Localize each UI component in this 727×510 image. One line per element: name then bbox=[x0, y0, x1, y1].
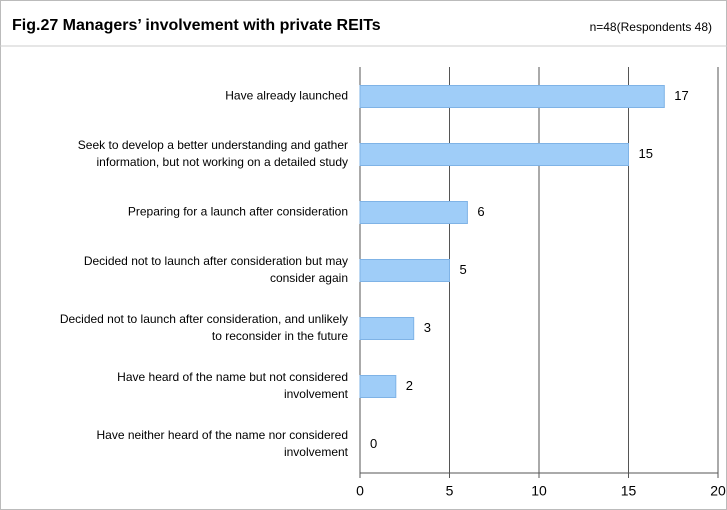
data-label: 2 bbox=[406, 378, 413, 393]
data-label: 0 bbox=[370, 436, 377, 451]
data-label: 17 bbox=[674, 88, 688, 103]
y-tick-label: Preparing for a launch after considerati… bbox=[128, 205, 348, 219]
x-tick-label: 0 bbox=[356, 483, 364, 499]
x-tick-label: 5 bbox=[446, 483, 454, 499]
chart-title: Fig.27 Managers’ involvement with privat… bbox=[12, 17, 381, 34]
x-tick-label: 15 bbox=[621, 483, 637, 499]
x-tick-label: 10 bbox=[531, 483, 547, 499]
y-tick-label: Seek to develop a better understanding a… bbox=[78, 138, 348, 169]
data-label: 5 bbox=[460, 262, 467, 277]
y-tick-label: Decided not to launch after consideratio… bbox=[60, 312, 349, 343]
data-label: 6 bbox=[477, 204, 484, 219]
y-tick-label: Have heard of the name but not considere… bbox=[117, 370, 348, 401]
bar bbox=[359, 259, 450, 282]
y-tick-label: Have neither heard of the name nor consi… bbox=[97, 428, 349, 459]
bar bbox=[359, 375, 397, 398]
x-tick-label: 20 bbox=[710, 483, 726, 499]
y-tick-label: Have already launched bbox=[225, 89, 348, 103]
data-label: 3 bbox=[424, 320, 431, 335]
bar bbox=[359, 317, 415, 340]
y-tick-label: Decided not to launch after consideratio… bbox=[84, 254, 348, 285]
bar bbox=[359, 143, 629, 166]
data-label: 15 bbox=[639, 146, 653, 161]
chart-subtitle: n=48(Respondents 48) bbox=[590, 20, 712, 34]
bar bbox=[359, 85, 665, 108]
bar bbox=[359, 201, 468, 224]
